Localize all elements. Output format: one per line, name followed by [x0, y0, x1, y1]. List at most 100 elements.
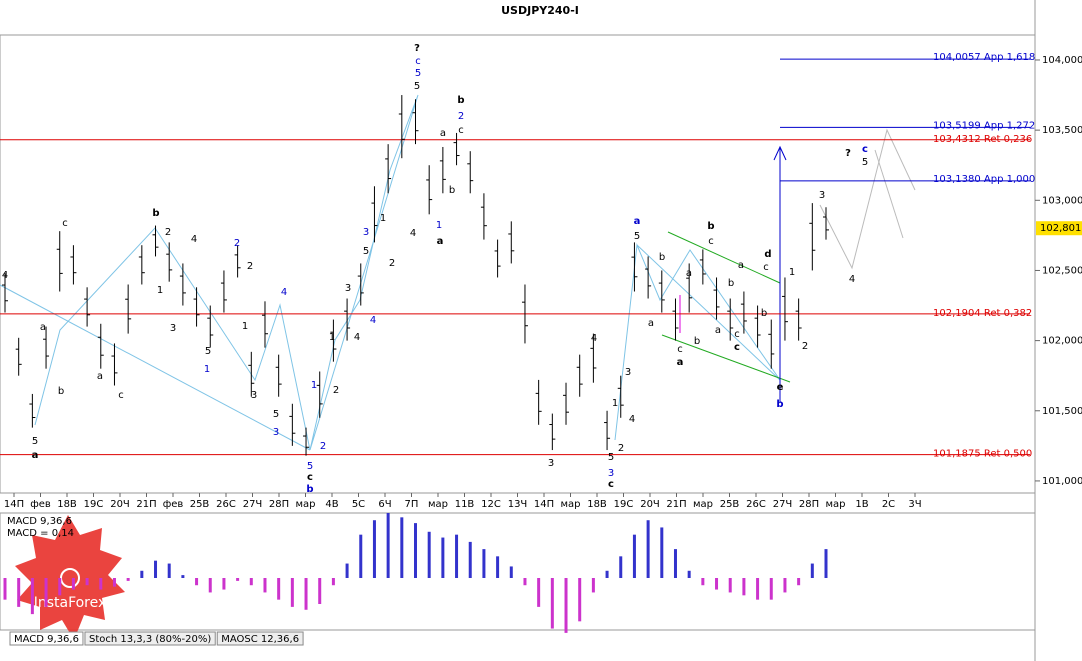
wave-label: a — [97, 371, 103, 382]
indicator-value: MACD = 0,14 — [7, 528, 74, 539]
x-tick-label: 27Ч — [243, 499, 263, 510]
indicator-tab: MACD 9,36,6 — [14, 634, 79, 645]
x-tick-label: 11В — [455, 499, 475, 510]
x-tick-label: 25В — [190, 499, 210, 510]
level-label: 103,4312 Ret 0,236 — [933, 134, 1032, 145]
wave-label: 3 — [548, 458, 554, 469]
wave-label: 1 — [204, 364, 210, 375]
wave-label: a — [40, 322, 46, 333]
x-tick-label: 26С — [216, 499, 236, 510]
macd-bar — [550, 578, 554, 629]
x-tick-label: 13Ч — [508, 499, 528, 510]
indicator-title: MACD 9,36,6 — [7, 516, 72, 527]
level-label: 102,1904 Ret 0,382 — [933, 308, 1032, 319]
wave-label: 3 — [251, 390, 257, 401]
wave-label: 1 — [329, 332, 335, 343]
macd-bar — [687, 570, 691, 578]
x-tick-label: мар — [295, 499, 315, 510]
wave-label: 3 — [819, 190, 825, 201]
wave-label: 3 — [625, 367, 631, 378]
wave-label: 4 — [849, 274, 855, 285]
macd-bar — [249, 578, 253, 586]
macd-bar — [85, 578, 89, 586]
wave-label: a — [648, 318, 654, 329]
wave-label: c — [415, 56, 421, 67]
level-label: 101,1875 Ret 0,500 — [933, 449, 1032, 460]
macd-bar — [591, 578, 595, 593]
wave-label: 4 — [410, 228, 416, 239]
macd-bar — [824, 549, 828, 578]
wave-label: c — [763, 262, 769, 273]
macd-bar — [441, 537, 445, 578]
wave-label: 1 — [157, 285, 163, 296]
x-tick-label: 1В — [855, 499, 868, 510]
wave-label: c — [734, 329, 740, 340]
y-tick-label: 102,000 — [1042, 336, 1082, 347]
macd-bar — [222, 578, 226, 590]
wave-label: c — [307, 472, 313, 483]
wave-label: 5 — [307, 461, 313, 472]
wave-label: a — [440, 128, 446, 139]
x-tick-label: 2С — [882, 499, 895, 510]
x-tick-label: мар — [428, 499, 448, 510]
x-tick-label: 5С — [352, 499, 365, 510]
wave-label: 1 — [612, 398, 618, 409]
x-tick-label: 28П — [799, 499, 819, 510]
wave-label: 3 — [608, 468, 614, 479]
wave-label: b — [776, 399, 783, 410]
macd-panel — [0, 512, 1036, 631]
macd-bar — [400, 517, 404, 578]
macd-bar — [208, 578, 212, 593]
x-tick-label: 12С — [481, 499, 501, 510]
wave-label: e — [777, 382, 784, 393]
wave-label: c — [862, 144, 868, 155]
macd-bar — [810, 563, 814, 578]
x-tick-label: мар — [693, 499, 713, 510]
wave-label: 1 — [436, 220, 442, 231]
x-tick-label: 21П — [136, 499, 156, 510]
wave-label: c — [118, 390, 124, 401]
wave-label: a — [686, 268, 692, 279]
wave-label: 2 — [234, 238, 240, 249]
macd-bar — [482, 549, 486, 578]
x-tick-label: фев — [30, 499, 51, 510]
wave-label: 1 — [242, 321, 248, 332]
macd-bar — [728, 578, 732, 593]
target-arrow — [773, 145, 787, 402]
wave-label: 2 — [247, 261, 253, 272]
macd-bar — [195, 578, 199, 586]
macd-bar — [756, 578, 760, 600]
level-label: 104,0057 App 1,618 — [933, 52, 1035, 63]
wave-label: 3 — [363, 227, 369, 238]
y-tick-label: 103,500 — [1042, 125, 1082, 136]
macd-bar — [71, 578, 75, 590]
macd-bar — [3, 578, 7, 600]
macd-bar — [277, 578, 281, 600]
macd-bar — [318, 578, 322, 604]
macd-bar — [30, 578, 34, 615]
macd-bar — [715, 578, 719, 590]
macd-bar — [304, 578, 308, 610]
wave-label: a — [634, 216, 641, 227]
wave-label: d — [764, 249, 771, 260]
macd-bar — [99, 578, 103, 590]
y-tick-label: 102,500 — [1042, 265, 1082, 276]
macd-bar — [181, 575, 185, 578]
wave-label: 2 — [165, 227, 171, 238]
wave-label: 4 — [370, 315, 376, 326]
macd-bar — [660, 527, 664, 578]
macd-bar — [468, 541, 472, 578]
wave-label: b — [306, 484, 313, 495]
macd-bar — [44, 578, 48, 607]
x-tick-label: 18В — [587, 499, 607, 510]
wave-label: b — [449, 185, 455, 196]
macd-bar — [372, 520, 376, 578]
macd-bar — [290, 578, 294, 607]
macd-bar — [701, 578, 705, 586]
wave-label: 3 — [345, 283, 351, 294]
wave-label: a — [32, 450, 39, 461]
wave-label: 4 — [629, 414, 635, 425]
x-tick-label: 14П — [4, 499, 24, 510]
wave-label: c — [62, 218, 68, 229]
